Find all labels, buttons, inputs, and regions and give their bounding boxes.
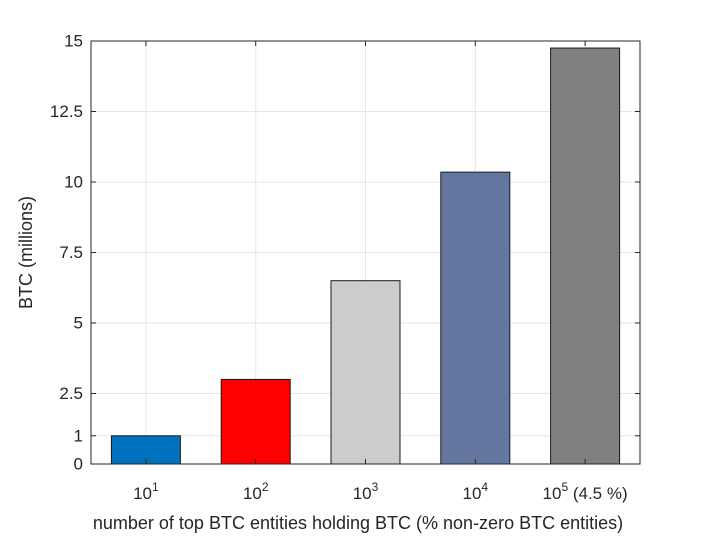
x-axis-ticks: 101 102 103 104 105 (4.5 %) — [133, 41, 628, 503]
x-tick-suffix-4: (4.5 %) — [568, 484, 628, 503]
y-axis-label: BTC (millions) — [16, 196, 36, 309]
y-tick-label-1: 1 — [74, 426, 83, 445]
x-tick-base-4: 10 — [543, 484, 562, 503]
x-tick-label-3: 104 — [462, 480, 488, 503]
y-tick-label-7: 15 — [64, 32, 83, 51]
x-tick-exponent-1: 2 — [262, 480, 269, 494]
x-tick-exponent-2: 3 — [372, 480, 379, 494]
x-tick-base-0: 10 — [133, 484, 152, 503]
y-tick-label-3: 5 — [74, 314, 83, 333]
bar-2 — [330, 280, 401, 465]
bar-1 — [220, 378, 291, 465]
x-tick-exponent-0: 1 — [152, 480, 159, 494]
bar-3 — [440, 171, 511, 465]
x-tick-base-1: 10 — [243, 484, 262, 503]
x-tick-label-1: 102 — [243, 480, 269, 503]
y-tick-label-0: 0 — [74, 455, 83, 474]
x-tick-exponent-3: 4 — [481, 480, 488, 494]
x-tick-exponent-4: 5 — [561, 480, 568, 494]
bars-group — [110, 47, 621, 465]
y-tick-label-5: 10 — [64, 173, 83, 192]
y-tick-label-2: 2.5 — [59, 384, 83, 403]
bar-4 — [550, 47, 621, 465]
x-tick-base-2: 10 — [353, 484, 372, 503]
x-tick-label-4: 105 (4.5 %) — [543, 480, 628, 503]
x-tick-label-0: 101 — [133, 480, 159, 503]
y-tick-label-4: 7.5 — [59, 243, 83, 262]
y-tick-label-6: 12.5 — [50, 102, 83, 121]
x-tick-label-2: 103 — [353, 480, 379, 503]
x-axis-label: number of top BTC entities holding BTC (… — [93, 513, 623, 533]
x-tick-base-3: 10 — [462, 484, 481, 503]
